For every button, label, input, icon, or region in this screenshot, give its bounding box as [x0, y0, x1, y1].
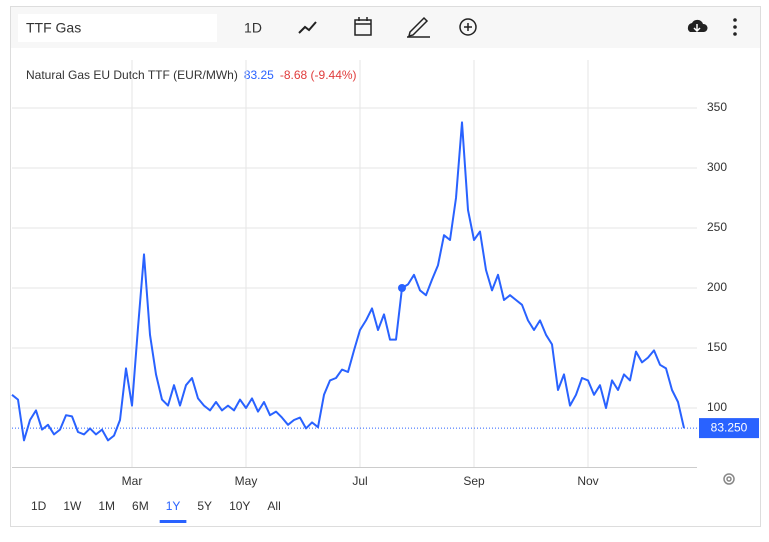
range-button[interactable]: 1M — [98, 499, 115, 513]
last-price-label: 83.250 — [711, 420, 748, 434]
range-button[interactable]: 10Y — [229, 499, 250, 513]
panel — [10, 6, 761, 527]
calendar-icon[interactable] — [354, 17, 372, 36]
range-active-underline — [159, 520, 187, 523]
chart-type-icon[interactable] — [298, 21, 317, 34]
x-tick-label: Nov — [577, 474, 598, 488]
range-button[interactable]: 5Y — [197, 499, 212, 513]
settings-icon[interactable] — [723, 473, 735, 485]
y-tick-label: 200 — [707, 280, 727, 294]
search-text[interactable]: TTF Gas — [26, 20, 81, 36]
y-tick-label: 250 — [707, 220, 727, 234]
price-change: -8.68 (-9.44%) — [280, 68, 357, 82]
y-tick-label: 350 — [707, 100, 727, 114]
interval-button[interactable]: 1D — [244, 20, 262, 36]
last-price-tag — [699, 418, 759, 439]
search-box[interactable] — [18, 14, 217, 42]
range-button[interactable]: 1Y — [166, 499, 181, 513]
x-tick-label: Jul — [352, 474, 367, 488]
x-tick-label: Sep — [463, 474, 485, 488]
y-tick-label: 300 — [707, 160, 727, 174]
y-tick-label: 100 — [707, 400, 727, 414]
last-price: 83.25 — [244, 68, 274, 82]
draw-icon[interactable] — [407, 16, 430, 38]
price-line — [11, 121, 685, 442]
marker — [398, 284, 406, 292]
range-button[interactable]: All — [267, 499, 280, 513]
range-button[interactable]: 1W — [63, 499, 82, 513]
download-icon[interactable] — [687, 19, 708, 33]
menu-icon[interactable] — [733, 18, 737, 36]
x-tick-label: May — [235, 474, 258, 488]
range-button[interactable]: 6M — [132, 499, 149, 513]
range-button[interactable]: 1D — [31, 499, 47, 513]
add-indicator-icon[interactable] — [459, 18, 477, 36]
y-tick-label: 150 — [707, 340, 727, 354]
x-tick-label: Mar — [122, 474, 143, 488]
